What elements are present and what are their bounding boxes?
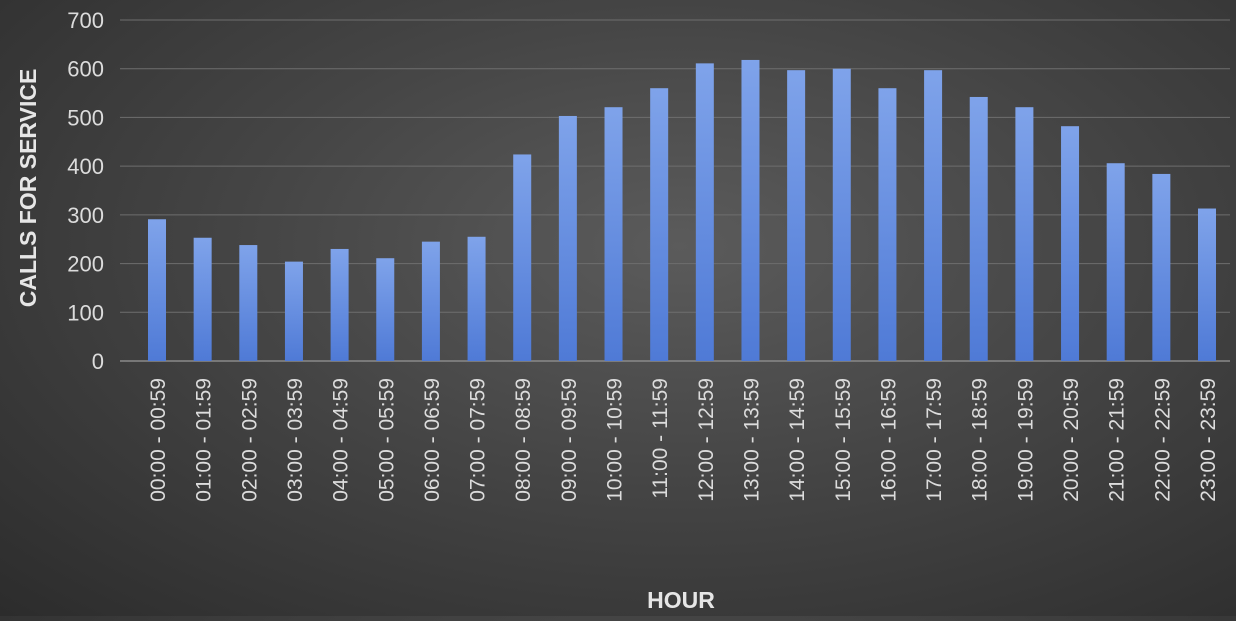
x-axis-title: HOUR: [647, 587, 715, 613]
bar: [604, 107, 623, 361]
x-tick-label: 23:00 - 23:59: [1197, 378, 1220, 502]
y-axis-ticks: 0 100 200 300 400 500 600 700: [67, 8, 104, 374]
bar: [558, 115, 577, 362]
x-tick-label: 10:00 - 10:59: [604, 378, 627, 502]
x-tick-label: 16:00 - 16:59: [877, 378, 900, 502]
x-tick-label: 21:00 - 21:59: [1106, 378, 1129, 502]
x-tick-label: 12:00 - 12:59: [695, 378, 718, 502]
bar: [376, 258, 395, 361]
bar: [1198, 208, 1216, 361]
gridlines: [120, 19, 1230, 362]
bar: [421, 241, 440, 361]
bar: [924, 70, 943, 361]
bar: [284, 261, 303, 361]
x-tick-label: 09:00 - 09:59: [558, 378, 581, 502]
bar: [467, 236, 486, 361]
x-tick-label: 18:00 - 18:59: [969, 378, 992, 502]
y-tick-label: 100: [67, 300, 104, 325]
x-tick-label: 11:00 - 11:59: [649, 378, 672, 499]
x-tick-label: 00:00 - 00:59: [147, 378, 170, 502]
x-tick-label: 13:00 - 13:59: [740, 378, 763, 502]
bar: [148, 219, 166, 361]
x-tick-label: 03:00 - 03:59: [284, 378, 307, 502]
bar: [695, 63, 714, 361]
y-tick-label: 0: [92, 349, 104, 374]
y-tick-label: 400: [67, 154, 104, 179]
x-axis-ticks: 00:00 - 00:59 01:00 - 01:59 02:00 - 02:59 0…: [147, 378, 1220, 502]
bar: [1061, 126, 1080, 361]
x-tick-label: 06:00 - 06:59: [421, 378, 444, 502]
bar: [787, 70, 806, 361]
bar: [1152, 173, 1171, 361]
bar: [513, 154, 532, 361]
bar: [878, 88, 897, 361]
y-axis-title: CALLS FOR SERVICE: [15, 69, 41, 308]
bar: [969, 96, 988, 362]
y-tick-label: 600: [67, 57, 104, 82]
bar: [193, 237, 212, 361]
y-tick-label: 500: [67, 105, 104, 130]
bar: [330, 248, 349, 361]
y-tick-label: 700: [67, 8, 104, 33]
x-tick-label: 08:00 - 08:59: [512, 378, 535, 502]
x-tick-label: 02:00 - 02:59: [238, 378, 261, 502]
bar: [239, 245, 258, 361]
bar: [741, 59, 760, 362]
y-tick-label: 200: [67, 252, 104, 277]
x-tick-label: 07:00 - 07:59: [467, 378, 490, 502]
x-tick-label: 22:00 - 22:59: [1151, 378, 1174, 502]
y-tick-label: 300: [67, 203, 104, 228]
x-tick-label: 19:00 - 19:59: [1014, 378, 1037, 502]
x-tick-label: 01:00 - 01:59: [193, 378, 216, 502]
bar: [1106, 163, 1125, 361]
x-tick-label: 04:00 - 04:59: [330, 378, 353, 502]
bar: [1015, 107, 1034, 361]
bar: [650, 88, 669, 361]
x-tick-label: 14:00 - 14:59: [786, 378, 809, 502]
x-tick-label: 15:00 - 15:59: [832, 378, 855, 502]
x-tick-label: 05:00 - 05:59: [375, 378, 398, 502]
bars: [148, 59, 1216, 362]
x-tick-label: 17:00 - 17:59: [923, 378, 946, 502]
bar: [832, 68, 851, 361]
x-tick-label: 20:00 - 20:59: [1060, 378, 1083, 502]
